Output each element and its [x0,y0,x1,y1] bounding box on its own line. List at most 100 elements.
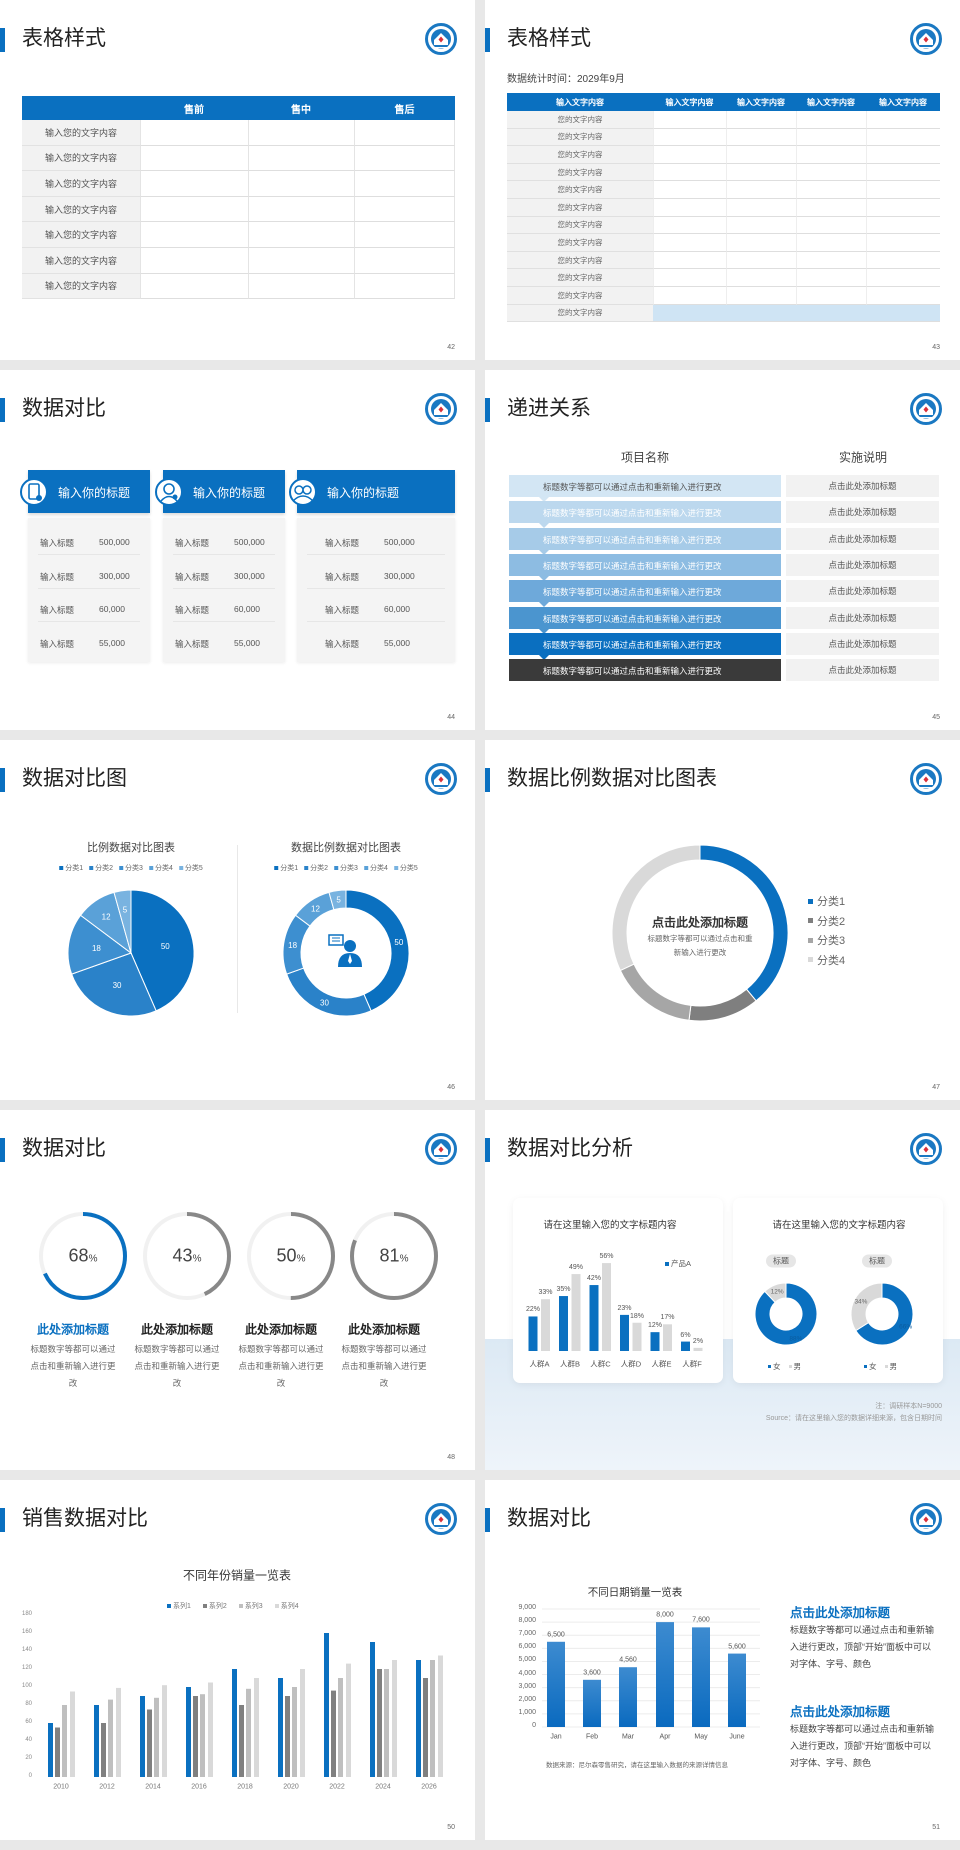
table-cell[interactable] [726,111,796,129]
bar [300,1669,305,1777]
table-cell[interactable] [796,128,866,147]
card-body [28,518,150,662]
table-cell[interactable] [866,304,940,323]
step-bar[interactable] [509,659,781,682]
table-cell[interactable] [726,128,796,147]
table-cell[interactable] [653,128,726,147]
table-cell[interactable] [653,163,726,182]
table-cell[interactable] [248,273,354,300]
table-cell[interactable] [796,199,866,217]
table-cell[interactable] [726,304,796,323]
table-cell[interactable] [653,234,726,252]
table-cell[interactable] [354,120,455,146]
bar-value-label: 4,560 [619,1656,637,1664]
table-cell[interactable] [796,216,866,235]
table-cell[interactable] [248,171,354,197]
table-cell[interactable] [796,181,866,199]
step-note[interactable]: 点击此处添加标题 [786,527,939,550]
table-cell[interactable] [653,287,726,305]
step-bar[interactable] [509,553,781,576]
step-note[interactable]: 点击此处添加标题 [786,659,939,682]
table-cell[interactable] [653,199,726,217]
table-cell[interactable] [866,251,940,270]
table-cell[interactable] [796,234,866,252]
step-bar[interactable] [509,632,781,655]
legend-label: 男 [793,1362,802,1371]
table-cell[interactable] [866,269,940,287]
y-tick-label: 100 [21,1683,32,1689]
table-cell[interactable] [354,145,455,172]
bar [620,1314,629,1351]
card-title: 输入你的标题 [193,486,266,500]
step-bar[interactable] [509,527,781,550]
table-cell[interactable] [354,273,455,300]
table-cell[interactable] [866,181,940,199]
y-tick-label: 8,000 [518,1617,536,1625]
table-cell[interactable] [354,222,455,248]
table-cell[interactable] [866,111,940,129]
table-cell[interactable] [653,181,726,199]
table-cell[interactable] [653,304,726,323]
table-cell[interactable] [140,222,248,248]
table-cell[interactable] [140,120,248,146]
table-cell[interactable] [140,273,248,300]
table-cell[interactable] [140,171,248,197]
step-bar[interactable] [509,501,781,524]
table-cell[interactable] [248,120,354,146]
table-cell[interactable] [653,146,726,164]
table-cell[interactable] [796,111,866,129]
table-cell[interactable] [726,199,796,217]
table-cell[interactable] [796,287,866,305]
table-cell[interactable] [866,216,940,235]
table-cell[interactable] [866,128,940,147]
table-cell[interactable] [866,234,940,252]
table-cell[interactable] [726,234,796,252]
step-bar[interactable] [509,580,781,603]
slide-47: 数据比例数据对比图表 47 点击此处添加标题 标题数字等都可以通过点击和重新输入进行更… [485,740,960,1100]
table-cell[interactable] [653,269,726,287]
table-cell[interactable] [248,248,354,274]
title-accent-bar [485,28,490,52]
table-cell[interactable] [140,248,248,274]
table-cell[interactable] [726,163,796,182]
step-text: 标题数字等都可以通过点击和重新输入进行更改 [543,508,722,519]
table-cell[interactable] [726,146,796,164]
table-cell[interactable] [140,145,248,172]
table-cell[interactable] [866,287,940,305]
school-emblem-icon [910,1133,942,1165]
column-header: 输入文字内容 [737,97,785,107]
table-cell[interactable] [653,251,726,270]
table-cell[interactable] [796,304,866,323]
table-cell[interactable] [354,196,455,223]
table-cell[interactable] [796,146,866,164]
step-note[interactable]: 点击此处添加标题 [786,632,939,655]
table-cell[interactable] [354,171,455,197]
step-note[interactable]: 点击此处添加标题 [786,606,939,629]
table-cell[interactable] [726,287,796,305]
table-cell[interactable] [354,248,455,274]
step-note[interactable]: 点击此处添加标题 [786,580,939,603]
table-cell[interactable] [653,216,726,235]
table-cell[interactable] [140,196,248,223]
table-cell[interactable] [866,199,940,217]
table-cell[interactable] [248,145,354,172]
table-cell[interactable] [796,163,866,182]
table-cell[interactable] [796,251,866,270]
step-bar[interactable] [509,475,781,497]
step-note[interactable]: 点击此处添加标题 [786,475,939,497]
legend-swatch [808,937,813,943]
table-cell[interactable] [653,111,726,129]
table-cell[interactable] [248,222,354,248]
table-cell[interactable] [796,269,866,287]
step-note[interactable]: 点击此处添加标题 [786,553,939,576]
table-cell[interactable] [866,146,940,164]
step-note[interactable]: 点击此处添加标题 [786,501,939,524]
table-cell[interactable] [726,251,796,270]
card-title: 输入你的标题 [58,486,131,500]
step-bar[interactable] [509,606,781,629]
table-cell[interactable] [726,269,796,287]
table-cell[interactable] [866,163,940,182]
table-cell[interactable] [726,216,796,235]
table-cell[interactable] [726,181,796,199]
table-cell[interactable] [248,196,354,223]
